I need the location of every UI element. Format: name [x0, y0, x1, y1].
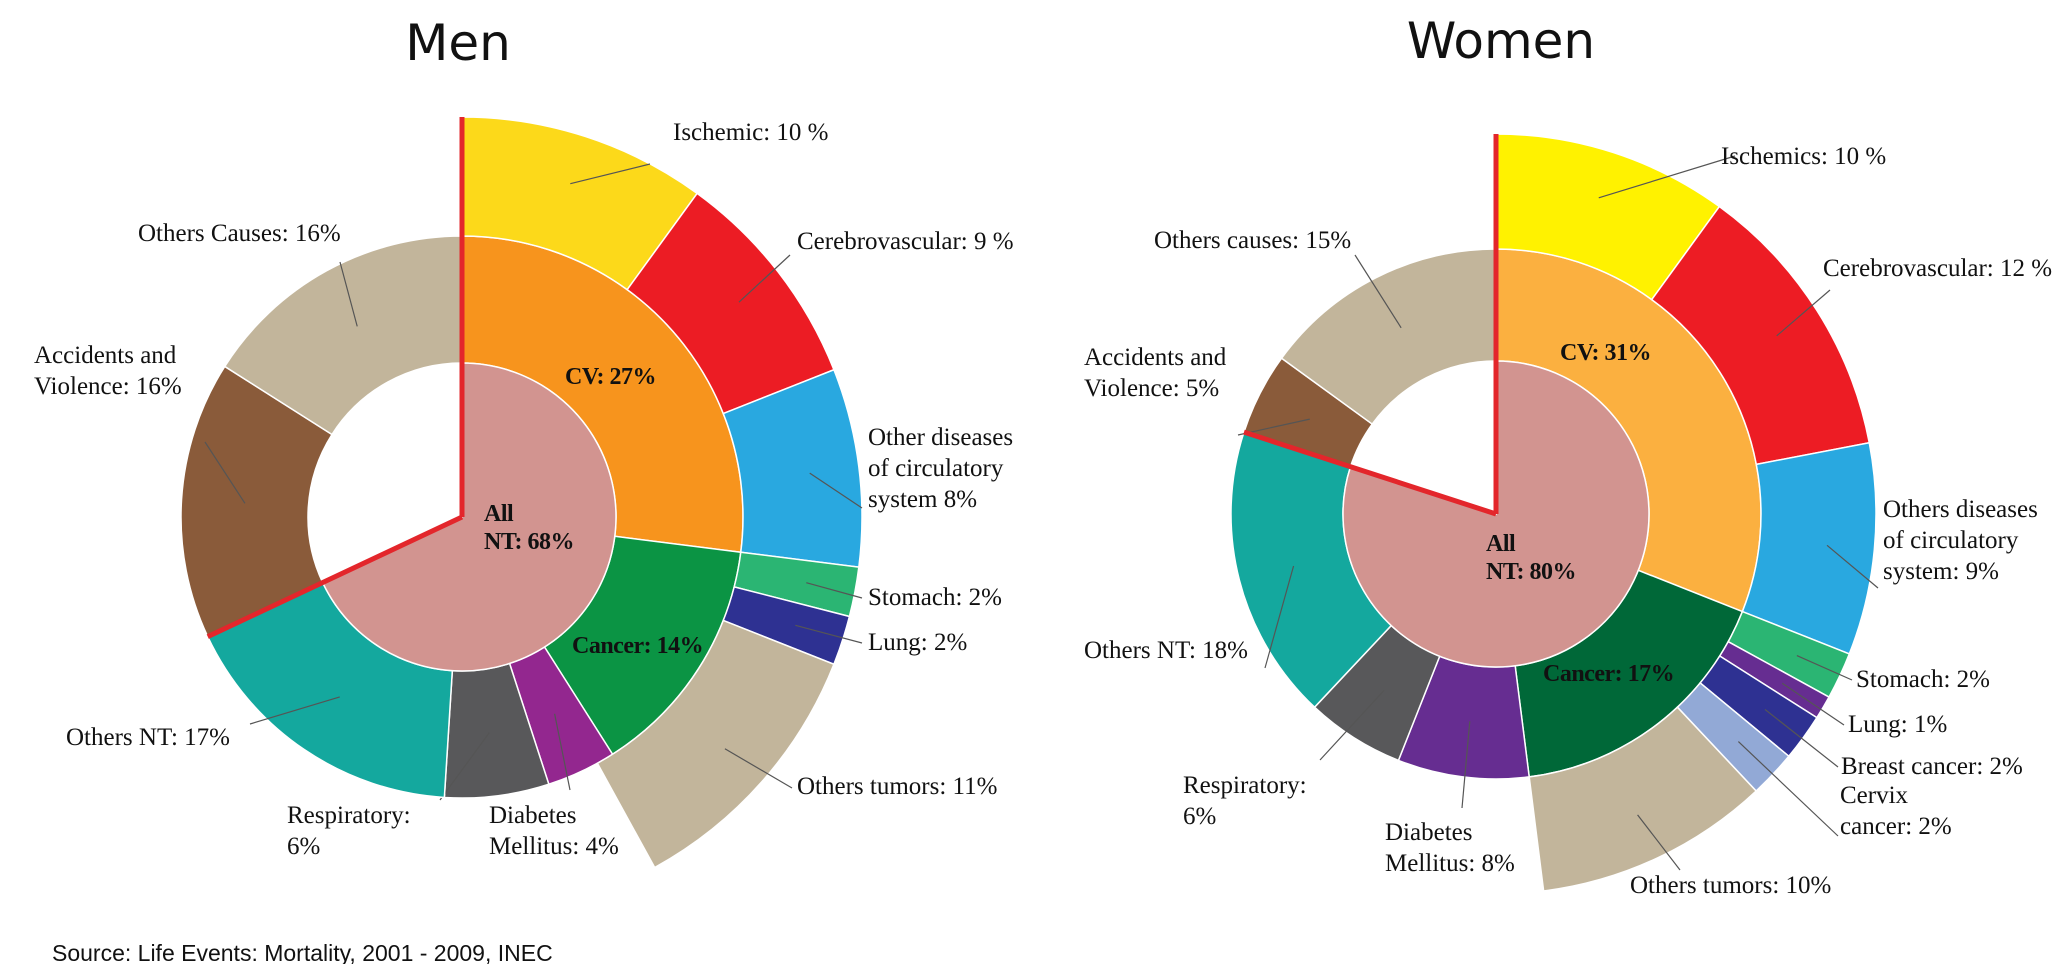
chart-title: Women — [1407, 12, 1595, 70]
leader-line — [806, 582, 863, 599]
leader-line — [249, 696, 340, 725]
leader-line — [809, 472, 863, 509]
segment-label: Ischemic: 10 % — [673, 119, 829, 146]
segment-label: Lung: 1% — [1848, 711, 1948, 738]
leader-line — [1598, 155, 1736, 199]
leader-line — [1826, 544, 1879, 589]
leader-line — [1319, 690, 1385, 761]
leader-line — [1461, 721, 1471, 809]
segment-label: Diabetes Mellitus: 8% — [1385, 819, 1515, 877]
leader-line — [554, 713, 571, 791]
segment-label: Others causes: 15% — [1154, 227, 1352, 254]
leader-line — [1264, 565, 1295, 669]
center-label: All NT: 80% — [1486, 531, 1577, 585]
chart-title: Men — [405, 14, 511, 72]
segment-label: CV: 27% — [565, 364, 656, 390]
center-label: All NT: 68% — [484, 501, 575, 555]
leader-line — [1354, 254, 1402, 329]
divider — [1243, 429, 1497, 517]
segment-label: Cancer: 14% — [572, 633, 704, 659]
segment-label: Others tumors: 10% — [1630, 872, 1832, 899]
leader-line — [339, 261, 358, 327]
segment-label: Ischemics: 10 % — [1721, 143, 1887, 170]
segment-label: Respiratory: 6% — [1183, 772, 1307, 830]
segment-label: Cerebrovascular: 9 % — [797, 228, 1014, 255]
leader-line — [1637, 814, 1681, 871]
leader-line — [439, 732, 490, 801]
segment-label: Accidents and Violence: 16% — [34, 342, 182, 400]
segment-label: Others diseases of circulatory system: 9… — [1883, 496, 2038, 585]
segment-label: Respiratory: 6% — [287, 802, 411, 860]
ring-segment — [180, 365, 334, 638]
segment-label: Stomach: 2% — [868, 584, 1003, 611]
ring-segment — [596, 619, 835, 869]
segment-label: Diabetes Mellitus: 4% — [489, 802, 619, 860]
leader-line — [1737, 741, 1839, 837]
ring-segment — [223, 235, 463, 436]
segment-label: Stomach: 2% — [1856, 666, 1991, 693]
segment-label: CV: 31% — [1560, 340, 1651, 366]
segment-label: Lung: 2% — [868, 629, 968, 656]
source-note: Source: Life Events: Mortality, 2001 - 2… — [52, 940, 553, 964]
leader-line — [1776, 289, 1831, 337]
leader-line — [1764, 708, 1839, 768]
leader-line — [204, 441, 246, 504]
ring-segment — [1280, 248, 1497, 426]
leader-line — [738, 254, 791, 303]
segment-label: Others NT: 17% — [66, 724, 231, 751]
segment-label: Others tumors: 11% — [797, 773, 998, 800]
ring-segment — [1528, 706, 1758, 892]
segment-label: Cerebrovascular: 12 % — [1823, 255, 2053, 282]
segment-label: Accidents and Violence: 5% — [1084, 344, 1227, 402]
segment-label: Cervix cancer: 2% — [1840, 782, 1952, 840]
leader-line — [570, 163, 651, 185]
segment-label: Others NT: 18% — [1084, 637, 1249, 664]
leader-line — [724, 748, 793, 789]
segment-label: Others Causes: 16% — [138, 220, 341, 247]
leader-line — [795, 624, 863, 644]
segment-label: Breast cancer: 2% — [1841, 753, 2023, 780]
leader-line — [1796, 655, 1853, 681]
segment-label: Cancer: 17% — [1543, 661, 1675, 687]
center-segment — [321, 362, 617, 672]
leader-line — [1781, 682, 1845, 726]
divider — [206, 514, 464, 639]
segment-label: Other diseases of circulatory system 8% — [868, 424, 1014, 513]
